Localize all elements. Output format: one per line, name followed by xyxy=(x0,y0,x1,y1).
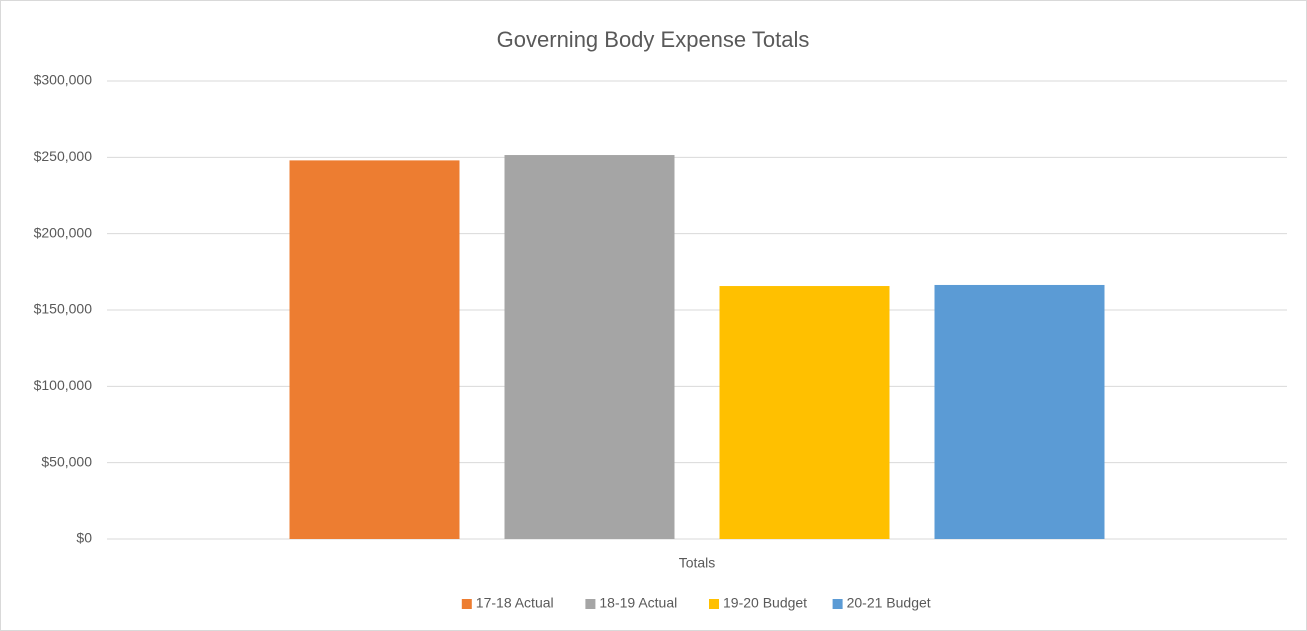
legend-swatch xyxy=(461,599,472,609)
bar xyxy=(289,160,460,540)
legend-label: 18-19 Actual xyxy=(599,595,677,611)
bar xyxy=(719,286,890,539)
y-tick-label: $150,000 xyxy=(34,301,93,317)
legend-swatch xyxy=(585,599,596,609)
y-tick-label: $50,000 xyxy=(41,453,92,469)
y-tick-label: $300,000 xyxy=(34,72,93,88)
bar xyxy=(934,284,1105,539)
chart-title: Governing Body Expense Totals xyxy=(497,27,810,52)
y-tick-label: $0 xyxy=(76,530,92,546)
y-tick-label: $250,000 xyxy=(34,148,93,164)
legend-label: 20-21 Budget xyxy=(847,595,931,611)
legend-swatch xyxy=(832,599,843,609)
legend-label: 19-20 Budget xyxy=(723,595,807,611)
y-tick-label: $200,000 xyxy=(34,224,93,240)
legend-label: 17-18 Actual xyxy=(476,595,554,611)
bar xyxy=(504,155,675,539)
x-tick-label: Totals xyxy=(679,555,716,571)
y-tick-label: $100,000 xyxy=(34,377,93,393)
legend-swatch xyxy=(709,599,719,609)
